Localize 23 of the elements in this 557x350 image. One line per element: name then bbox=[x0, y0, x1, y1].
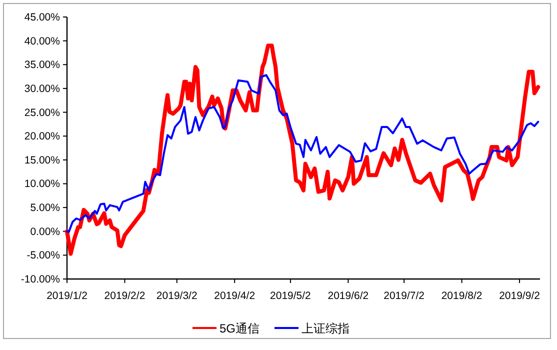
x-tick-label: 2019/4/2 bbox=[214, 290, 256, 302]
x-tick-label: 2019/3/2 bbox=[156, 290, 198, 302]
x-tick-label: 2019/5/2 bbox=[270, 290, 312, 302]
y-tick-label: 40.00% bbox=[24, 35, 60, 48]
x-tick-label: 2019/1/2 bbox=[46, 290, 88, 302]
y-tick-label: 30.00% bbox=[24, 82, 60, 95]
y-tick-label: 25.00% bbox=[24, 106, 60, 119]
x-tick-label: 2019/8/2 bbox=[441, 290, 482, 302]
y-tick-label: -5.00% bbox=[26, 250, 60, 262]
x-tick-label: 2019/7/2 bbox=[384, 290, 425, 302]
x-tick-label: 2019/9/2 bbox=[499, 290, 540, 302]
y-tick-label: -10.00% bbox=[20, 274, 60, 286]
y-tick-label: 20.00% bbox=[24, 130, 60, 143]
x-tick-label: 2019/6/2 bbox=[328, 290, 369, 302]
legend-label: 5G通信 bbox=[219, 322, 260, 336]
y-tick-label: 5.00% bbox=[30, 202, 60, 214]
y-tick-label: 10.00% bbox=[24, 178, 60, 190]
y-tick-label: 45.00% bbox=[24, 12, 60, 24]
y-tick-label: 15.00% bbox=[24, 154, 60, 166]
legend-label: 上证综指 bbox=[302, 322, 350, 336]
y-tick-label: 0.00% bbox=[30, 226, 60, 238]
x-tick-label: 2019/2/2 bbox=[104, 290, 146, 302]
y-tick-label: 35.00% bbox=[24, 59, 60, 72]
